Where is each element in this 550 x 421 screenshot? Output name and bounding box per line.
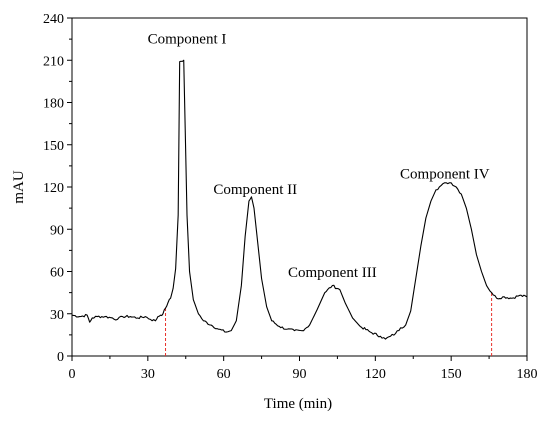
x-tick-label: 180 xyxy=(517,367,538,382)
y-tick-label: 180 xyxy=(43,97,64,112)
y-tick-label: 210 xyxy=(43,54,64,69)
x-axis-title: Time (min) xyxy=(264,396,332,412)
x-tick-label: 150 xyxy=(441,367,462,382)
annotation-layer: Component I Component II Component III Comp… xyxy=(148,31,490,281)
y-tick-label: 120 xyxy=(43,181,64,196)
y-tick-label: 0 xyxy=(57,350,64,365)
y-tick-label: 60 xyxy=(50,266,64,281)
axes-layer: 0 30 60 90 120 150 180 0 30 60 90 120 150 180 210 240 xyxy=(43,12,538,382)
peak-label: Component III xyxy=(288,265,377,281)
x-tick-label: 90 xyxy=(293,367,307,382)
y-tick-label: 150 xyxy=(43,139,64,154)
peak-label: Component IV xyxy=(400,167,490,183)
y-tick-label: 240 xyxy=(43,12,64,27)
plot-frame xyxy=(71,17,528,357)
x-tick-label: 120 xyxy=(365,367,386,382)
peak-label: Component II xyxy=(213,182,297,198)
y-tick-label: 30 xyxy=(50,308,64,323)
marker-layer xyxy=(165,292,493,356)
y-axis-title: mAU xyxy=(11,170,27,204)
x-tick-label: 30 xyxy=(141,367,155,382)
chromatogram-line xyxy=(71,59,528,340)
y-tick-label: 90 xyxy=(50,223,64,238)
x-tick-label: 0 xyxy=(69,367,76,382)
peak-label: Component I xyxy=(148,31,227,47)
series-layer xyxy=(71,59,528,340)
x-tick-label: 60 xyxy=(217,367,231,382)
